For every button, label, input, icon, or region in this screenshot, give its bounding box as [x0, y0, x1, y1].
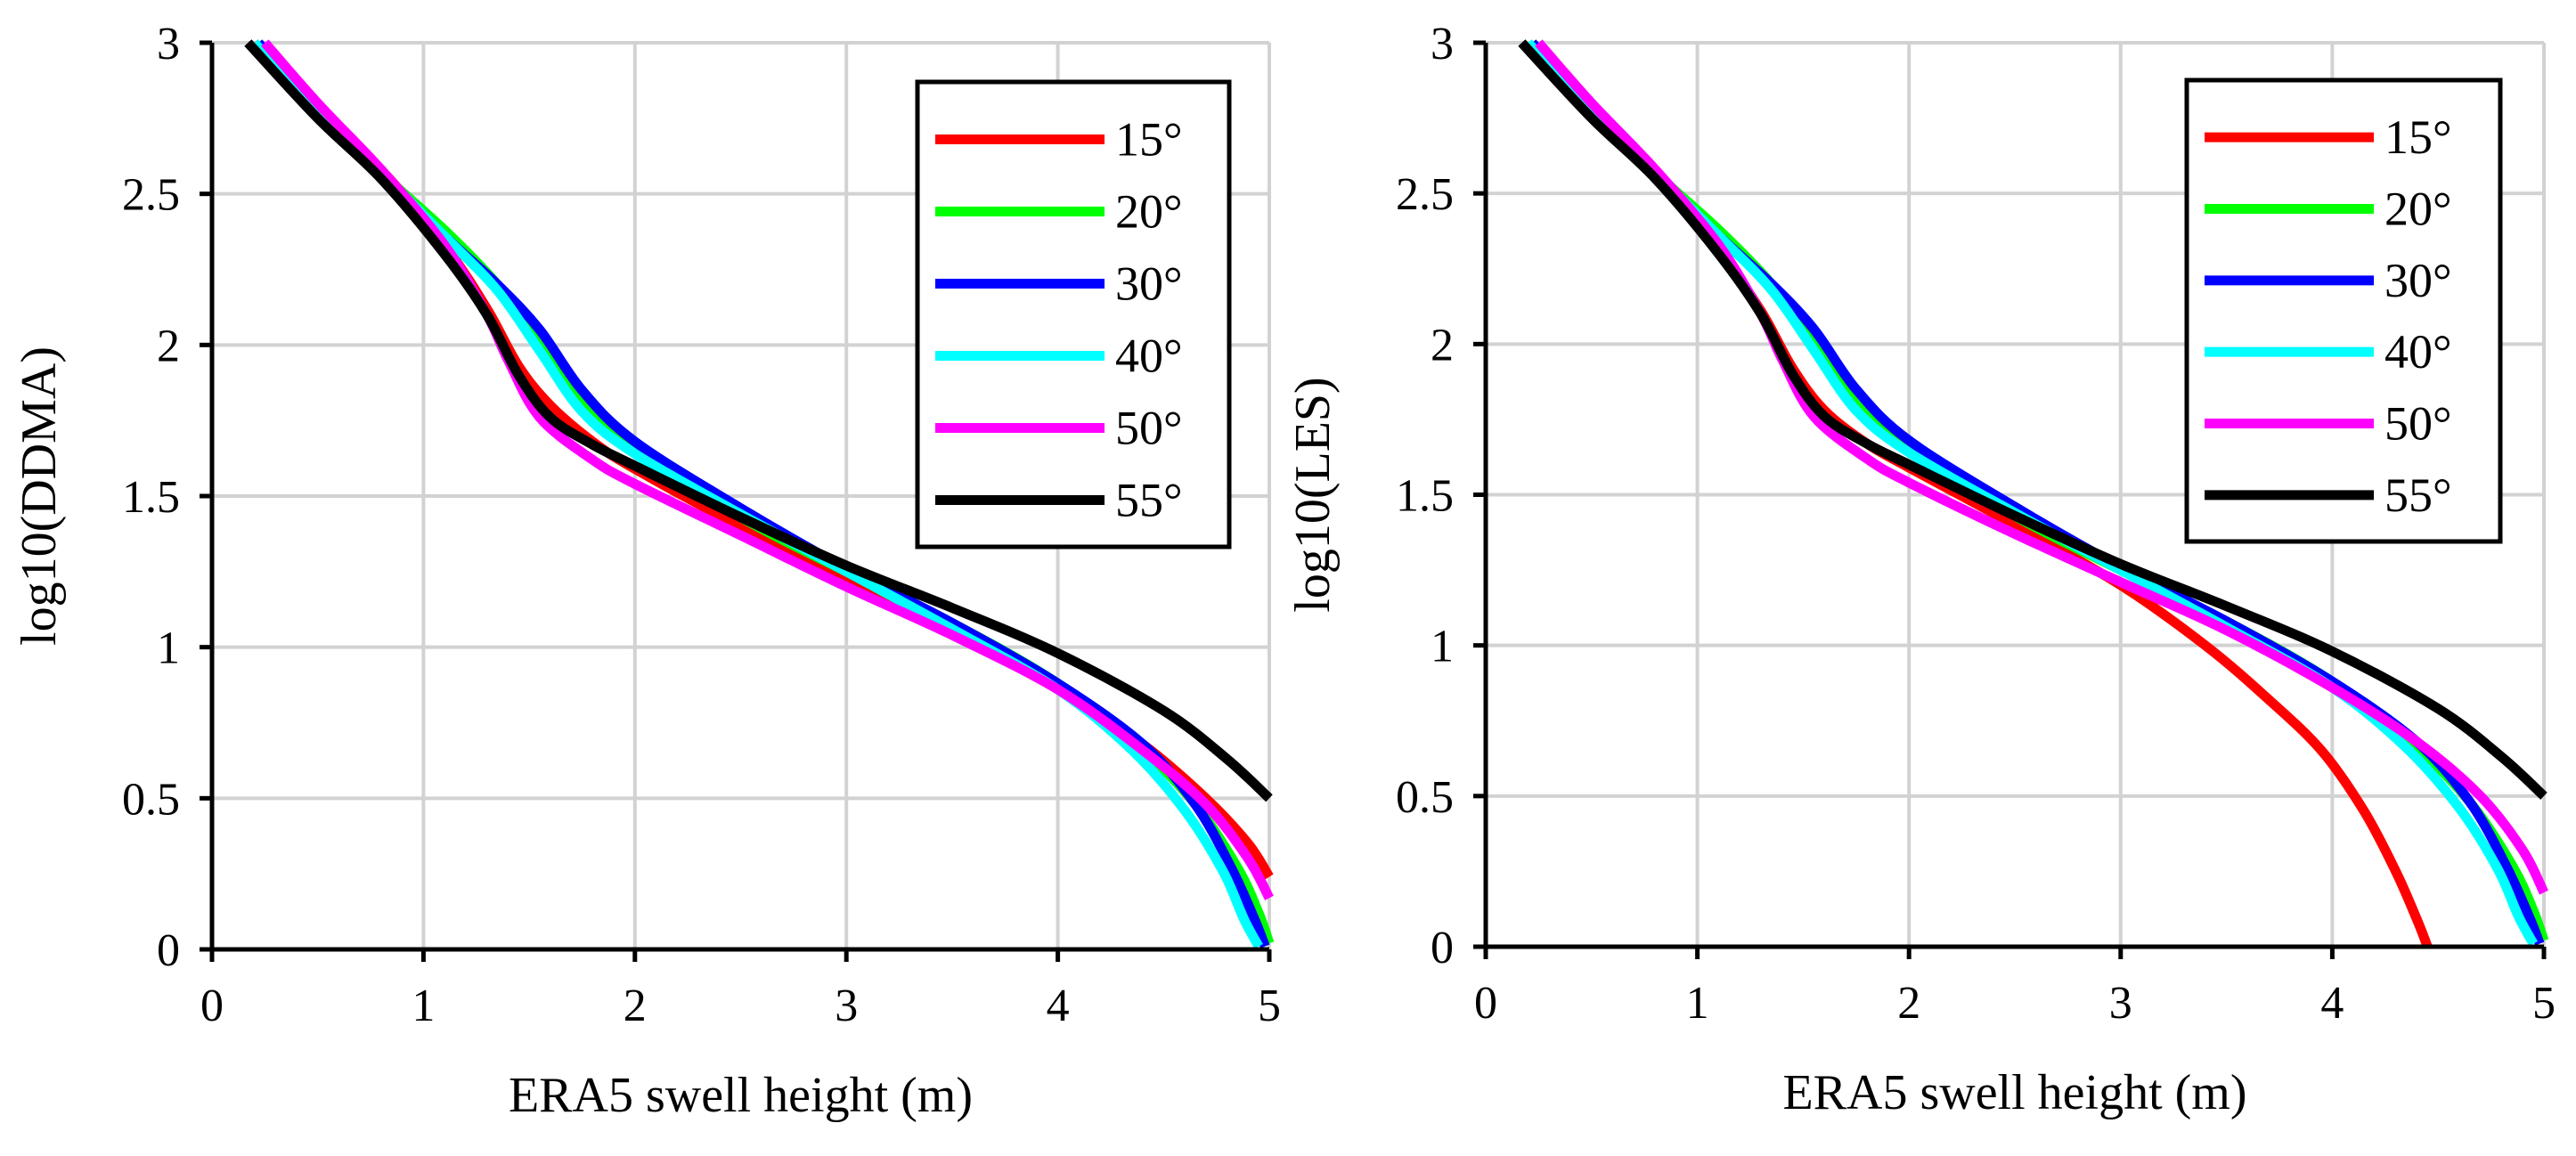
x-tick-label: 4: [1047, 981, 1070, 1031]
x-tick-label: 0: [200, 981, 224, 1031]
legend-label: 55°: [2384, 468, 2452, 522]
y-tick-label: 0.5: [122, 774, 180, 825]
legend-label: 15°: [1115, 113, 1183, 167]
x-axis-label: ERA5 swell height (m): [509, 1068, 973, 1123]
y-tick-label: 0: [1431, 923, 1454, 973]
y-tick-label: 2: [157, 321, 180, 371]
y-tick-label: 1: [157, 623, 180, 674]
legend-label: 30°: [1115, 257, 1183, 311]
x-tick-label: 5: [2532, 978, 2556, 1029]
legend-label: 40°: [1115, 330, 1183, 383]
x-tick-label: 4: [2320, 978, 2344, 1029]
y-tick-label: 0.5: [1396, 772, 1454, 823]
y-tick-label: 0: [157, 925, 180, 976]
y-tick-label: 2.5: [122, 170, 180, 221]
x-tick-label: 2: [624, 981, 647, 1031]
x-tick-label: 1: [1686, 978, 1709, 1029]
y-tick-label: 3: [1431, 19, 1454, 69]
chart-panel-1: 0 1 2 3 4 5 0 0.5 1 1.5 2 2.5 3 ERA5 swell height (m)…: [12, 19, 1281, 1123]
y-axis-label: log10(DDMA): [12, 346, 67, 646]
chart-panel-2: 0 1 2 3 4 5 0 0.5 1 1.5 2 2.5 3 ERA5 swell height (m)…: [1285, 19, 2556, 1120]
x-tick-label: 1: [412, 981, 435, 1031]
legend-label: 15°: [2384, 110, 2452, 164]
series-line-55deg: [244, 39, 1273, 802]
x-tick-label: 0: [1474, 978, 1497, 1029]
legend-label: 50°: [1115, 402, 1183, 455]
legend-label: 40°: [2384, 325, 2452, 379]
y-tick-label: 1.5: [122, 472, 180, 523]
legend-label: 20°: [2384, 183, 2452, 236]
series-line-50deg: [1535, 39, 2548, 895]
y-tick-label: 1.5: [1396, 471, 1454, 522]
y-tick-label: 2: [1431, 320, 1454, 370]
x-tick-label: 2: [1897, 978, 1920, 1029]
y-axis-label: log10(LES): [1285, 377, 1341, 612]
x-tick-label: 3: [2109, 978, 2132, 1029]
x-tick-label: 5: [1258, 981, 1281, 1031]
series-line-55deg: [1518, 39, 2547, 800]
legend-label: 55°: [1115, 474, 1183, 527]
x-tick-label: 3: [835, 981, 858, 1031]
legend-label: 30°: [2384, 254, 2452, 307]
legend: 15° 20° 30° 40° 50° 55°: [915, 79, 1232, 550]
y-tick-label: 2.5: [1396, 169, 1454, 220]
legend-label: 50°: [2384, 397, 2452, 451]
legend-box: [915, 79, 1232, 550]
y-tick-label: 3: [157, 19, 180, 69]
y-tick-label: 1: [1431, 622, 1454, 672]
legend-box: [2184, 77, 2503, 544]
series-line-50deg: [261, 39, 1274, 900]
x-axis-label: ERA5 swell height (m): [1782, 1065, 2246, 1120]
legend-label: 20°: [1115, 185, 1183, 239]
legend: 15° 20° 30° 40° 50° 55°: [2184, 77, 2503, 544]
